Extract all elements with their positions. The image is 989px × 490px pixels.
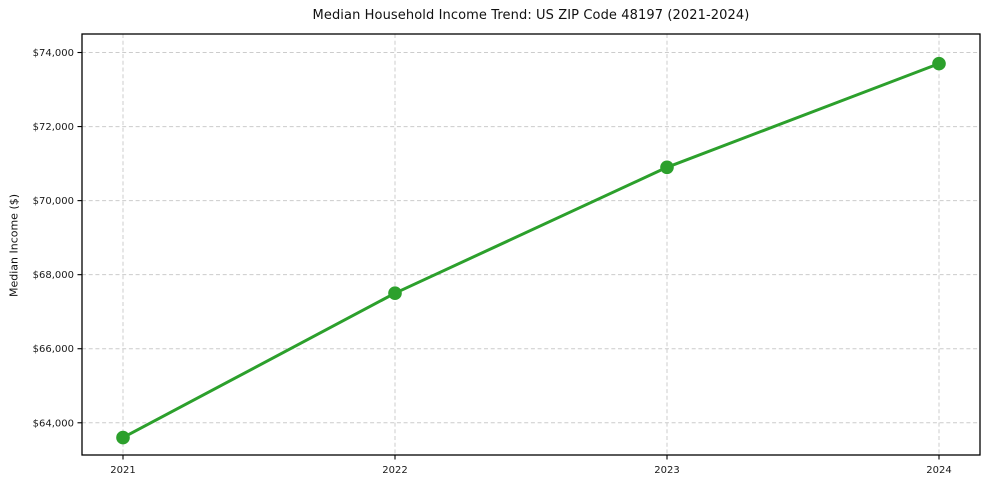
y-tick-label: $70,000 [33,196,74,207]
data-point-marker [660,160,674,175]
data-point-marker [116,430,130,445]
x-tick-label: 2022 [382,465,407,476]
data-point-marker [932,56,946,71]
trend-line [121,62,941,440]
y-tick-label: $66,000 [33,344,74,355]
y-tick-label: $72,000 [33,122,74,133]
x-tick-label: 2023 [654,465,679,476]
data-point-marker [388,286,402,300]
plot-border [81,33,981,456]
x-tick-label: 2021 [110,465,135,476]
x-tick-label: 2024 [926,465,951,476]
y-tick-label: $68,000 [33,270,74,281]
y-axis-label: Median Income ($) [7,193,21,298]
y-tick-label: $64,000 [33,418,74,429]
chart-title: Median Household Income Trend: US ZIP Co… [312,8,750,23]
y-tick-label: $74,000 [33,48,74,59]
